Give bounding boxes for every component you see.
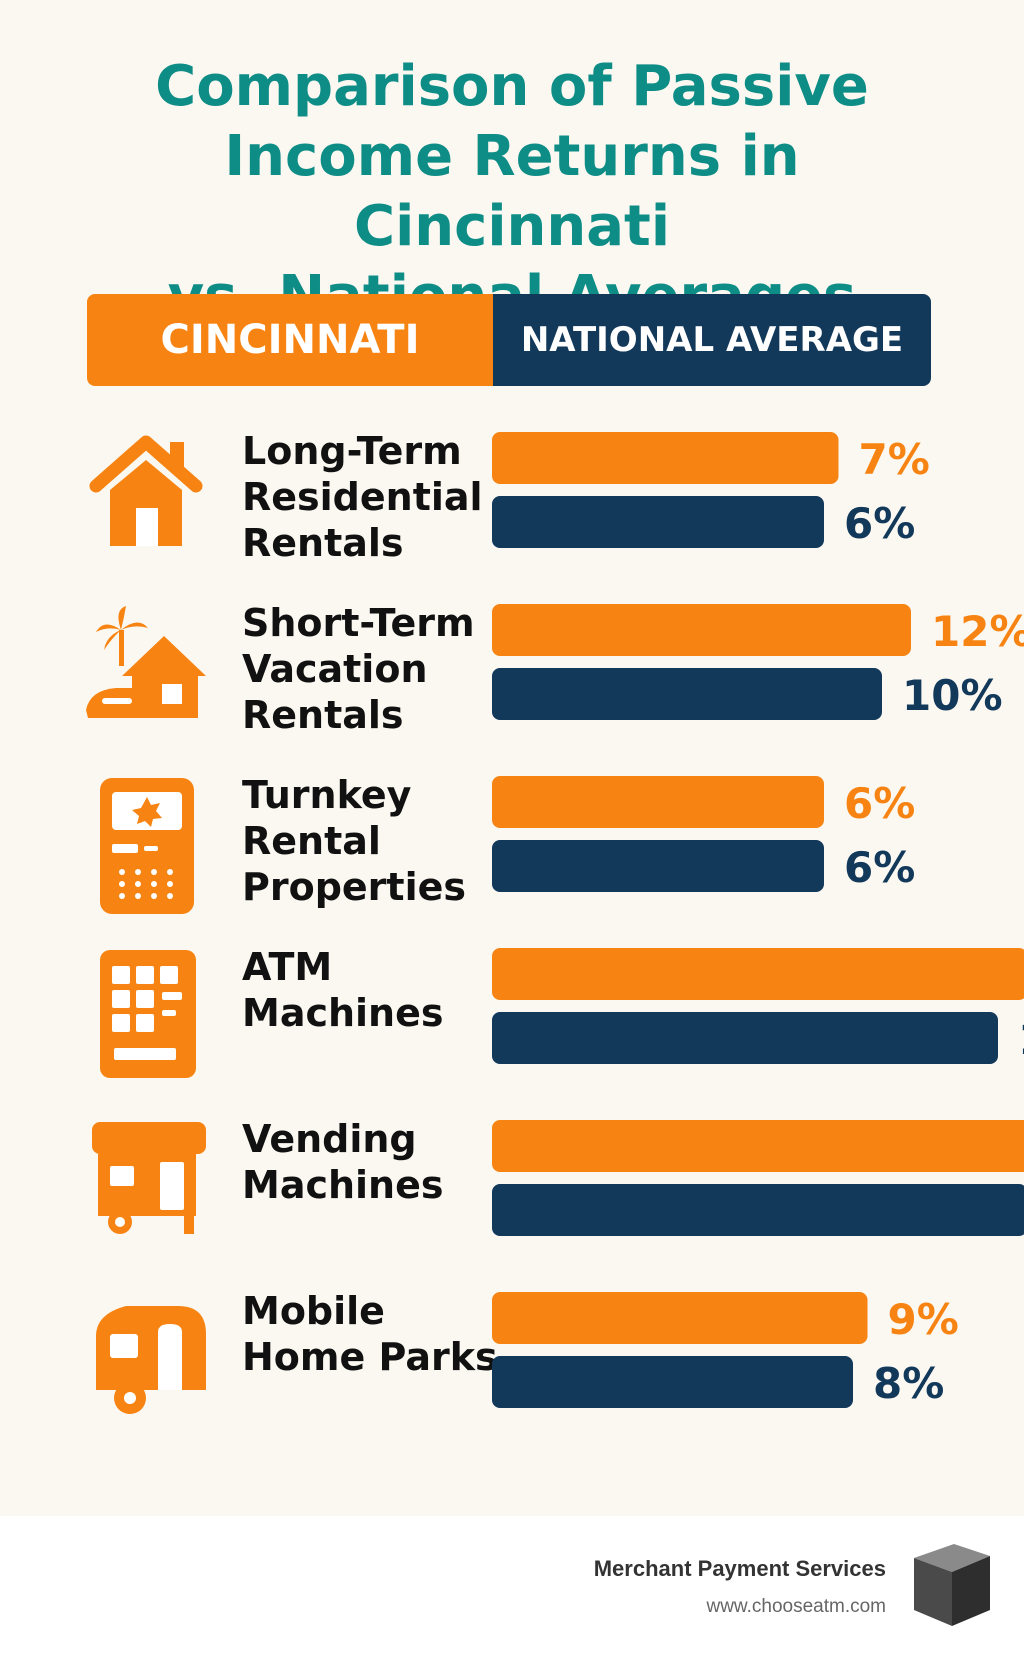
bar-atm-machines-cincinnati	[492, 948, 1024, 1000]
bar-chart: Long-TermResidentialRentals7%6%Short-Ter…	[86, 429, 1024, 1414]
bar-mobile-home-parks-cincinnati	[492, 1292, 868, 1344]
bar-turnkey-rental-properties-national	[492, 840, 824, 892]
bar-turnkey-rental-properties-cincinnati	[492, 776, 824, 828]
category-label-vending-machines-2: Machines	[242, 1163, 444, 1207]
category-label-mobile-home-parks-1: Mobile	[242, 1289, 385, 1333]
bar-short-term-vacation-rentals-national	[492, 668, 882, 720]
legend: CINCINNATI NATIONAL AVERAGE	[87, 294, 931, 386]
bar-atm-machines-national	[492, 1012, 998, 1064]
value-label-turnkey-rental-properties-cincinnati: 6%	[844, 779, 915, 828]
house-icon	[89, 435, 203, 546]
value-label-atm-machines-national: 18%	[1018, 1015, 1024, 1064]
bar-long-term-residential-rentals-cincinnati	[492, 432, 839, 484]
category-label-long-term-residential-rentals-2: Residential	[242, 475, 483, 519]
category-label-turnkey-rental-properties-3: Properties	[242, 865, 466, 909]
vending-cart-icon	[92, 1122, 206, 1234]
category-label-short-term-vacation-rentals-3: Rentals	[242, 693, 404, 737]
category-label-atm-machines-2: Machines	[242, 991, 444, 1035]
cube-icon	[914, 1544, 990, 1626]
bar-vending-machines-cincinnati	[492, 1120, 1024, 1172]
category-label-atm-machines-1: ATM	[242, 945, 332, 989]
value-label-short-term-vacation-rentals-cincinnati: 12%	[931, 607, 1024, 656]
category-label-mobile-home-parks-2: Home Parks	[242, 1335, 498, 1379]
category-label-long-term-residential-rentals-1: Long-Term	[242, 429, 462, 473]
bar-long-term-residential-rentals-national	[492, 496, 824, 548]
title-line-2: Income Returns in Cincinnati	[224, 124, 800, 259]
category-label-long-term-residential-rentals-3: Rentals	[242, 521, 404, 565]
value-label-turnkey-rental-properties-national: 6%	[844, 843, 915, 892]
value-label-long-term-residential-rentals-cincinnati: 7%	[859, 435, 930, 484]
category-label-vending-machines-1: Vending	[242, 1117, 417, 1161]
legend-national-average: NATIONAL AVERAGE	[493, 294, 931, 386]
beach-house-icon	[86, 606, 206, 718]
keypad-device-icon	[100, 778, 194, 914]
value-label-long-term-residential-rentals-national: 6%	[844, 499, 915, 548]
category-label-short-term-vacation-rentals-2: Vacation	[242, 647, 428, 691]
atm-machine-icon	[100, 950, 196, 1078]
value-label-mobile-home-parks-national: 8%	[873, 1359, 944, 1408]
bar-short-term-vacation-rentals-cincinnati	[492, 604, 911, 656]
mobile-home-icon	[96, 1306, 206, 1414]
category-label-turnkey-rental-properties-1: Turnkey	[242, 773, 412, 817]
brand-url: www.chooseatm.com	[706, 1596, 886, 1617]
legend-cincinnati: CINCINNATI	[87, 294, 493, 386]
category-label-short-term-vacation-rentals-1: Short-Term	[242, 601, 475, 645]
value-label-mobile-home-parks-cincinnati: 9%	[888, 1295, 959, 1344]
title-line-1: Comparison of Passive	[155, 54, 869, 119]
category-label-turnkey-rental-properties-2: Rental	[242, 819, 381, 863]
value-label-short-term-vacation-rentals-national: 10%	[902, 671, 1003, 720]
bar-mobile-home-parks-national	[492, 1356, 853, 1408]
footer: Merchant Payment Services www.chooseatm.…	[0, 1516, 1024, 1666]
brand-name: Merchant Payment Services	[593, 1556, 886, 1581]
bar-vending-machines-national	[492, 1184, 1024, 1236]
